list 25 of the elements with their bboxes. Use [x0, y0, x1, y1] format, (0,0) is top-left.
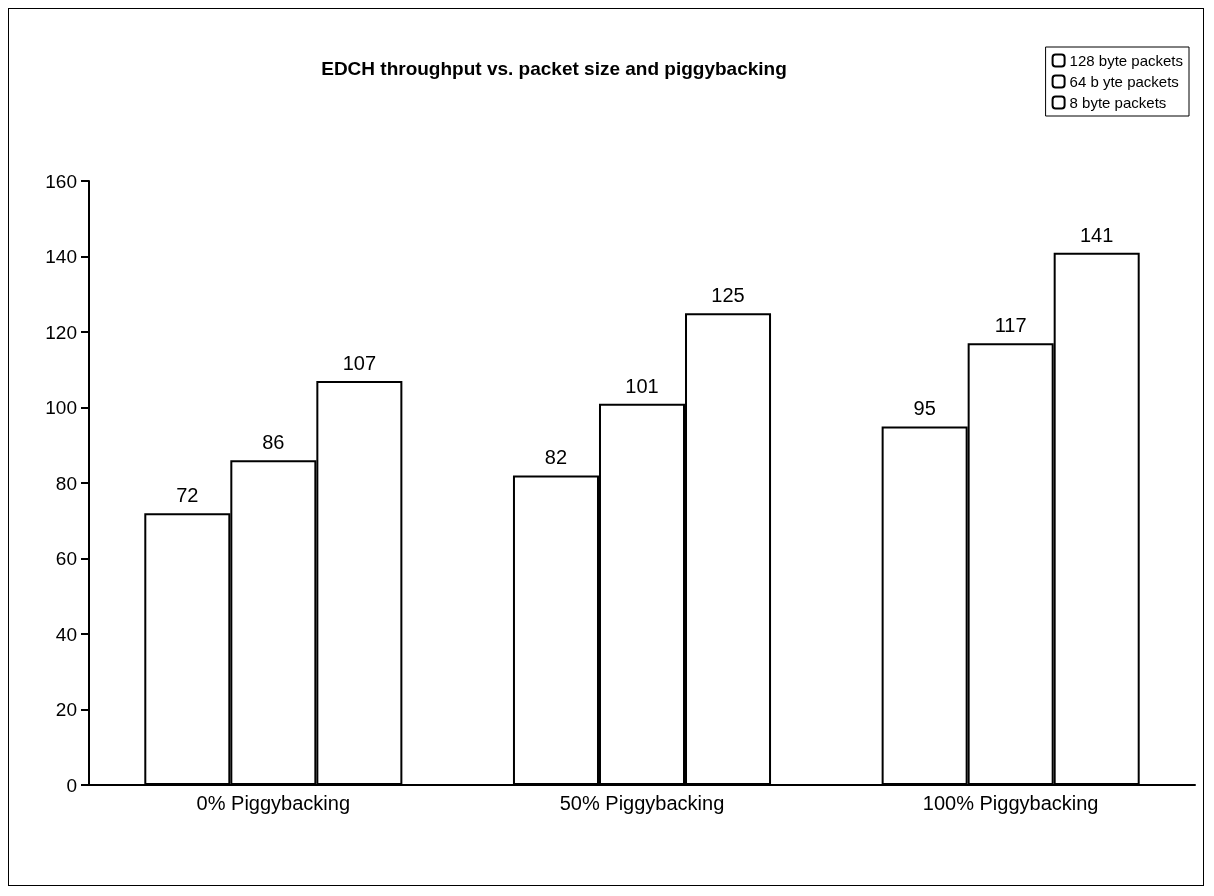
data-label: 82	[544, 446, 568, 469]
y-tick-label: 120	[45, 321, 77, 343]
y-tick-label: 100	[45, 397, 77, 418]
y-tick-label: 140	[45, 246, 77, 267]
data-label: 101	[625, 374, 659, 397]
data-label: 95	[913, 397, 936, 420]
legend-label: 128 byte packets	[1069, 52, 1184, 69]
y-tick-label: 80	[55, 472, 77, 494]
data-label: 117	[994, 314, 1027, 337]
y-tick-label: 60	[55, 548, 77, 569]
data-label: 125	[711, 284, 745, 307]
legend-label: 8 byte packets	[1069, 94, 1167, 111]
legend-label: 64 b yte packets	[1069, 73, 1179, 90]
y-tick-label: 20	[55, 699, 77, 720]
y-tick-label: 160	[45, 170, 77, 192]
data-label: 86	[262, 431, 285, 454]
data-label: 72	[176, 484, 199, 507]
x-tick-label: 100% Piggybacking	[922, 792, 1099, 814]
y-tick-label: 0	[66, 774, 77, 796]
data-label: 107	[342, 352, 377, 375]
chart-title: EDCH throughput vs. packet size and piggybacking	[321, 58, 787, 79]
data-label: 141	[1080, 223, 1114, 246]
x-tick-label: 0% Piggybacking	[196, 792, 351, 814]
y-tick-label: 40	[55, 623, 77, 645]
x-tick-label: 50% Piggybacking	[559, 792, 725, 814]
